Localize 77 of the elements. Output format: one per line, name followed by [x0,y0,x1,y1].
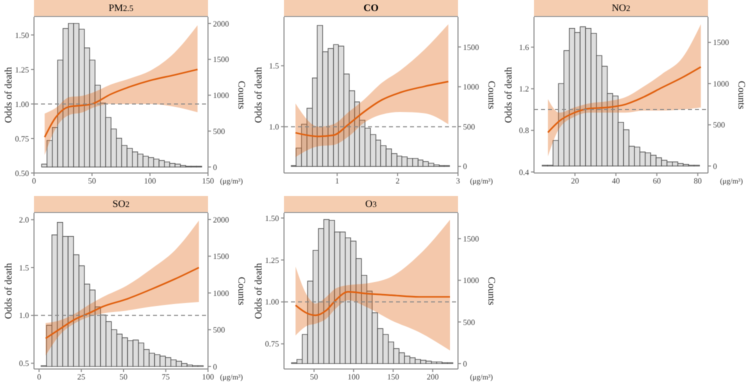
y2-tick-label: 500 [713,120,725,130]
x-tick-label: 100 [202,372,214,382]
y-tick-label: 1.00 [15,100,29,109]
y-axis-title: Odds of death [254,262,265,320]
y-tick-label: 1.25 [265,256,279,265]
x-tick-label: 50 [310,372,318,382]
y2-axis-title: Counts [485,80,496,110]
y-axis-title: Odds of death [4,262,15,320]
y2-tick-label: 1500 [213,252,229,262]
line-series [44,68,198,138]
y2-tick-label: 0 [213,362,217,372]
y2-tick-label: 1500 [213,55,229,64]
x-tick-label: 3 [456,176,460,186]
y2-tick-label: 2000 [213,215,229,224]
x-tick-label: 100 [348,372,360,382]
line-series [294,80,450,138]
y2-tick-label: 0 [213,162,217,172]
y-tick-label: 2.0 [19,216,29,225]
x-tick-label: 2 [396,176,400,186]
x-tick-label: 0 [37,372,42,382]
y-tick-label: 1.6 [519,43,529,52]
x-tick-label: 40 [612,176,620,186]
y2-tick-label: 0 [463,162,467,172]
y2-axis-title: Counts [485,276,496,306]
y-tick-label: 1.50 [265,214,279,223]
y2-tick-label: 1500 [463,42,479,52]
y2-tick-label: 500 [463,122,475,132]
x-tick-label: 150 [387,372,400,382]
x-tick-label: 1 [335,176,340,186]
y-tick-label: 1.0 [19,311,29,320]
x-tick-label: 50 [120,372,128,382]
y2-axis-title: Counts [235,80,246,110]
line-series [44,266,200,340]
x-tick-label: 80 [694,176,702,186]
y2-axis-title: Counts [735,80,746,110]
y-tick-label: 0.50 [15,168,29,178]
y-axis-title: Odds of death [4,66,15,124]
x-tick-label: 60 [652,176,661,186]
y2-tick-label: 1000 [463,276,479,286]
y2-tick-label: 1500 [713,38,729,48]
y2-tick-label: 500 [463,318,475,327]
y-axis-title: Odds of death [504,66,515,124]
y-tick-label: 1.00 [265,298,279,307]
x-tick-label: 75 [162,372,170,382]
y2-tick-label: 500 [213,126,225,136]
y2-tick-label: 1000 [213,288,229,298]
y-tick-label: 0.8 [519,126,529,136]
y2-tick-label: 1000 [213,91,229,100]
y-tick-label: 0.75 [265,340,279,349]
y-tick-label: 1.2 [519,84,529,94]
y-tick-label: 1.0 [269,122,279,132]
y2-tick-label: 0 [463,359,467,368]
y2-tick-label: 500 [213,326,225,335]
x-tick-label: 150 [202,176,214,186]
y-tick-label: 1.25 [15,65,29,74]
y2-tick-label: 1500 [463,234,479,244]
y-tick-label: 0.4 [519,168,529,177]
y2-tick-label: 1000 [463,82,479,92]
y-tick-label: 1.5 [269,62,279,71]
line-series [547,66,702,134]
y-axis-title: Odds of death [254,66,265,124]
x-tick-label: 200 [426,372,439,382]
x-tick-label: 100 [144,176,156,186]
y2-tick-label: 1000 [713,79,729,88]
x-tick-label: 25 [77,372,86,382]
y-tick-label: 1.5 [19,263,29,272]
y2-axis-title: Counts [235,276,246,306]
y-tick-label: 0.5 [19,359,29,368]
x-tick-label: 0 [32,176,36,186]
y2-tick-label: 2000 [213,19,229,28]
x-tick-label: 50 [88,176,96,186]
y-tick-label: 0.75 [15,134,29,144]
chart-title: CO [284,0,458,17]
y-tick-label: 1.50 [15,30,29,40]
y2-tick-label: 0 [713,162,717,171]
x-tick-label: 20 [570,176,579,186]
line-series [294,291,451,316]
